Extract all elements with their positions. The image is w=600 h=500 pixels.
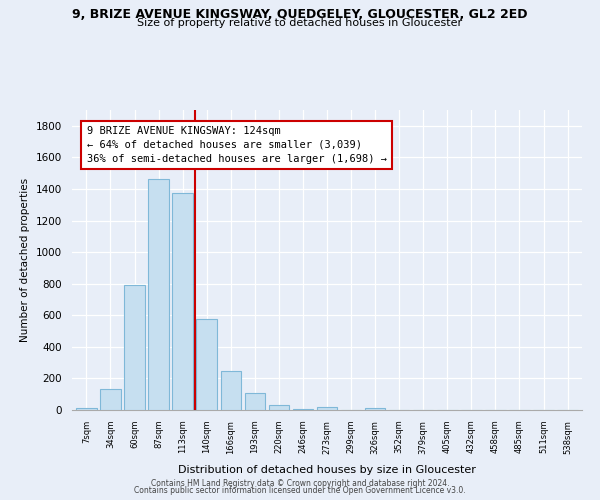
Bar xyxy=(148,178,169,410)
Bar xyxy=(124,286,145,410)
Bar xyxy=(269,406,289,410)
Bar xyxy=(317,407,337,410)
Text: 9 BRIZE AVENUE KINGSWAY: 124sqm
← 64% of detached houses are smaller (3,039)
36%: 9 BRIZE AVENUE KINGSWAY: 124sqm ← 64% of… xyxy=(86,126,386,164)
Bar xyxy=(221,370,241,410)
Bar xyxy=(172,193,193,410)
X-axis label: Distribution of detached houses by size in Gloucester: Distribution of detached houses by size … xyxy=(178,464,476,474)
Bar xyxy=(100,388,121,410)
Text: Contains HM Land Registry data © Crown copyright and database right 2024.: Contains HM Land Registry data © Crown c… xyxy=(151,478,449,488)
Bar xyxy=(196,319,217,410)
Y-axis label: Number of detached properties: Number of detached properties xyxy=(20,178,31,342)
Text: 9, BRIZE AVENUE KINGSWAY, QUEDGELEY, GLOUCESTER, GL2 2ED: 9, BRIZE AVENUE KINGSWAY, QUEDGELEY, GLO… xyxy=(72,8,528,20)
Bar xyxy=(76,408,97,410)
Bar xyxy=(293,409,313,410)
Bar xyxy=(245,392,265,410)
Text: Contains public sector information licensed under the Open Government Licence v3: Contains public sector information licen… xyxy=(134,486,466,495)
Text: Size of property relative to detached houses in Gloucester: Size of property relative to detached ho… xyxy=(137,18,463,28)
Bar xyxy=(365,408,385,410)
